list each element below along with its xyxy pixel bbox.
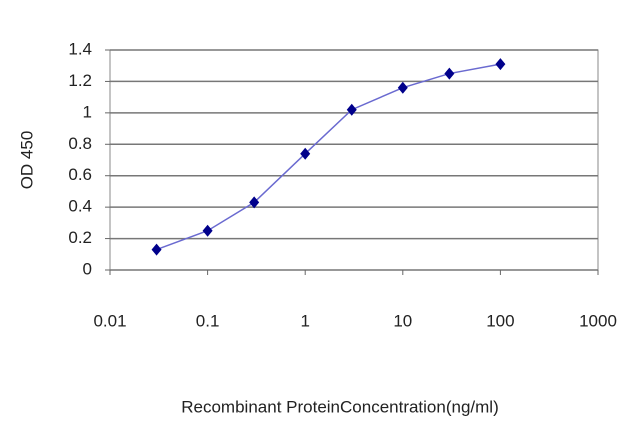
- x-tick-label: 100: [486, 311, 514, 330]
- data-point: [151, 243, 162, 256]
- data-point: [495, 58, 506, 71]
- y-tick-label: 1: [83, 102, 92, 121]
- data-point: [346, 103, 357, 116]
- data-line: [156, 63, 501, 251]
- data-point: [249, 196, 260, 209]
- y-tick-label: 1.2: [68, 71, 92, 90]
- y-tick-label: 0.6: [68, 165, 92, 184]
- y-tick-label: 0: [83, 259, 92, 278]
- x-tick-label: 0.1: [196, 311, 220, 330]
- x-tick-label: 1: [300, 311, 309, 330]
- y-tick-label: 0.2: [68, 228, 92, 247]
- data-point: [202, 224, 213, 237]
- data-point: [444, 67, 455, 80]
- y-tick-label: 0.4: [68, 197, 92, 216]
- x-tick-label: 0.01: [93, 311, 126, 330]
- y-axis-label: OD 450: [17, 131, 36, 190]
- plot-area: [109, 49, 599, 271]
- x-axis-label: Recombinant ProteinConcentration(ng/ml): [181, 397, 499, 416]
- data-point: [397, 81, 408, 94]
- y-tick-label: 1.4: [68, 39, 92, 58]
- y-tick-label: 0.8: [68, 134, 92, 153]
- data-point: [300, 147, 311, 160]
- x-tick-label: 1000: [579, 311, 617, 330]
- x-tick-label: 10: [393, 311, 412, 330]
